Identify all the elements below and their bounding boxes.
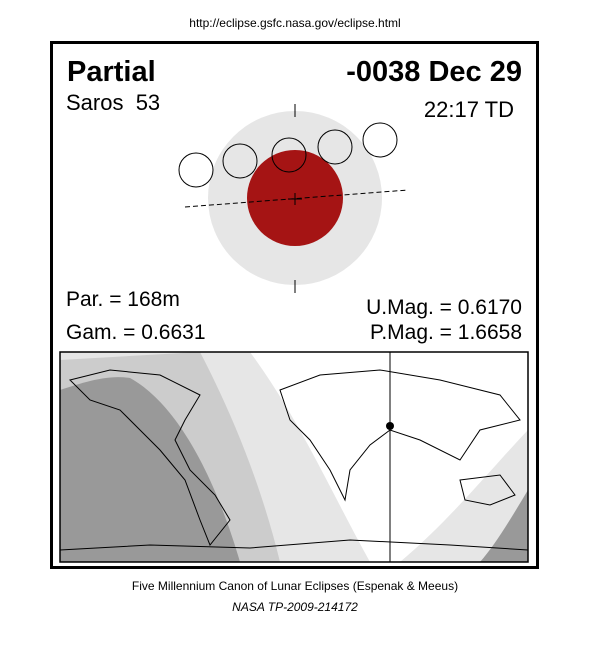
time: 22:17 TD bbox=[424, 97, 514, 122]
footer-publication: NASA TP-2009-214172 bbox=[232, 600, 358, 614]
pmag: P.Mag. = 1.6658 bbox=[370, 321, 522, 344]
greatest-eclipse-point bbox=[386, 422, 394, 430]
umbral-zone bbox=[60, 377, 240, 562]
eclipse-date: -0038 Dec 29 bbox=[346, 56, 522, 88]
eclipse-type: Partial bbox=[67, 56, 156, 88]
map-border bbox=[59, 351, 529, 563]
moon bbox=[271, 137, 307, 173]
gam: Gam. = 0.6631 bbox=[66, 321, 206, 344]
moon-positions bbox=[178, 122, 398, 188]
world-map bbox=[59, 351, 529, 563]
par: Par. = 168m bbox=[66, 288, 180, 311]
umag: U.Mag. = 0.6170 bbox=[366, 296, 522, 319]
url: http://eclipse.gsfc.nasa.gov/eclipse.htm… bbox=[189, 16, 400, 30]
moon bbox=[178, 152, 214, 188]
saros: Saros 53 bbox=[66, 90, 160, 115]
umbral-zone bbox=[480, 490, 528, 562]
footer-canon: Five Millennium Canon of Lunar Eclipses … bbox=[132, 579, 458, 593]
moon bbox=[317, 129, 353, 165]
moon-path bbox=[184, 189, 409, 208]
moon bbox=[222, 143, 258, 179]
moon bbox=[362, 122, 398, 158]
coastlines bbox=[59, 369, 529, 551]
